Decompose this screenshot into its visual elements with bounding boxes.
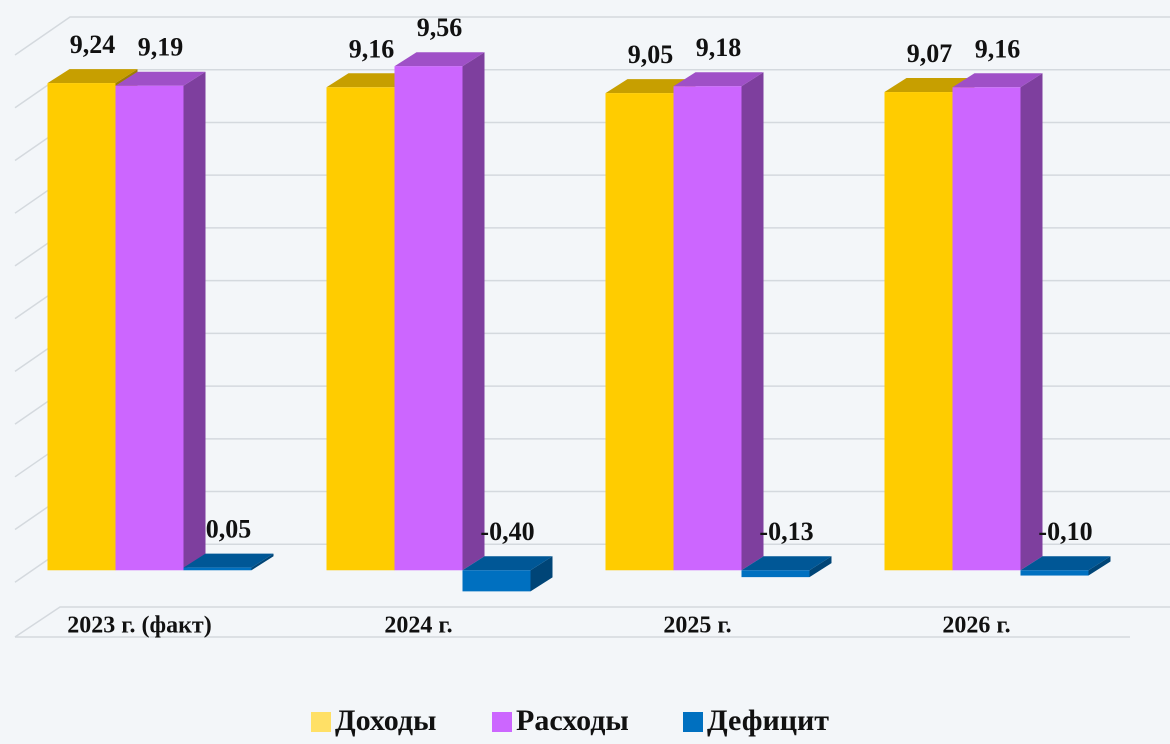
bar-top xyxy=(884,78,975,93)
bar xyxy=(183,553,274,571)
bar-side xyxy=(530,556,553,592)
bar-front xyxy=(952,87,1021,571)
data-label: 9,16 xyxy=(975,34,1021,63)
data-label: -0,40 xyxy=(480,517,534,546)
bar xyxy=(115,71,206,571)
bar-top xyxy=(1020,556,1111,571)
bar-side xyxy=(809,556,832,578)
bar xyxy=(952,73,1043,571)
x-tick-label: 2025 г. xyxy=(663,613,731,639)
bar-front xyxy=(183,567,252,571)
bar-front xyxy=(741,570,810,578)
bar-side xyxy=(1088,556,1111,576)
data-label: 9,07 xyxy=(907,39,953,68)
x-tick-label: 2024 г. xyxy=(384,613,452,639)
bar-top xyxy=(741,556,832,571)
data-label: 0,05 xyxy=(206,515,252,544)
bar xyxy=(741,556,832,578)
bar-front xyxy=(605,93,674,571)
data-label: 9,18 xyxy=(696,33,742,62)
bar-side xyxy=(741,72,764,571)
bar-top xyxy=(115,71,206,86)
bar-top xyxy=(605,79,696,94)
bar-front xyxy=(326,87,395,571)
data-label: -0,10 xyxy=(1038,517,1092,546)
bar-side xyxy=(462,52,485,571)
data-label: 9,05 xyxy=(628,40,674,69)
bar-front xyxy=(394,66,463,571)
bar-top xyxy=(462,556,553,571)
bar-front xyxy=(1020,570,1089,576)
bar-front xyxy=(462,570,531,592)
bar-front xyxy=(673,86,742,571)
bar-top xyxy=(673,72,764,87)
grid-line xyxy=(14,16,1170,56)
bar-side xyxy=(183,71,206,571)
bar xyxy=(673,72,764,571)
bar-top xyxy=(394,52,485,67)
bar-side xyxy=(251,553,274,571)
legend-label: Доходы xyxy=(335,704,436,737)
legend-label: Расходы xyxy=(516,704,629,737)
bar xyxy=(394,52,485,571)
x-tick-label: 2026 г. xyxy=(942,613,1010,639)
legend-swatch xyxy=(683,712,703,732)
legend-swatch xyxy=(311,712,331,732)
bar xyxy=(1020,556,1111,576)
floor-line xyxy=(14,606,1170,638)
bar-side xyxy=(1020,73,1043,571)
x-tick-label: 2023 г. (факт) xyxy=(67,613,211,639)
bar-top xyxy=(326,73,417,88)
bar-top xyxy=(183,553,274,568)
legend-label: Дефицит xyxy=(707,704,829,737)
bar-front xyxy=(115,85,184,571)
bar-top xyxy=(952,73,1043,88)
data-label: -0,13 xyxy=(759,517,813,546)
bar-front xyxy=(884,92,953,571)
bar-top xyxy=(47,69,138,84)
data-label: 9,24 xyxy=(70,30,116,59)
data-label: 9,56 xyxy=(417,13,463,42)
legend-swatch xyxy=(492,712,512,732)
bar-front xyxy=(47,83,116,571)
bar xyxy=(462,556,553,592)
data-label: 9,16 xyxy=(349,34,395,63)
data-label: 9,19 xyxy=(138,33,184,62)
